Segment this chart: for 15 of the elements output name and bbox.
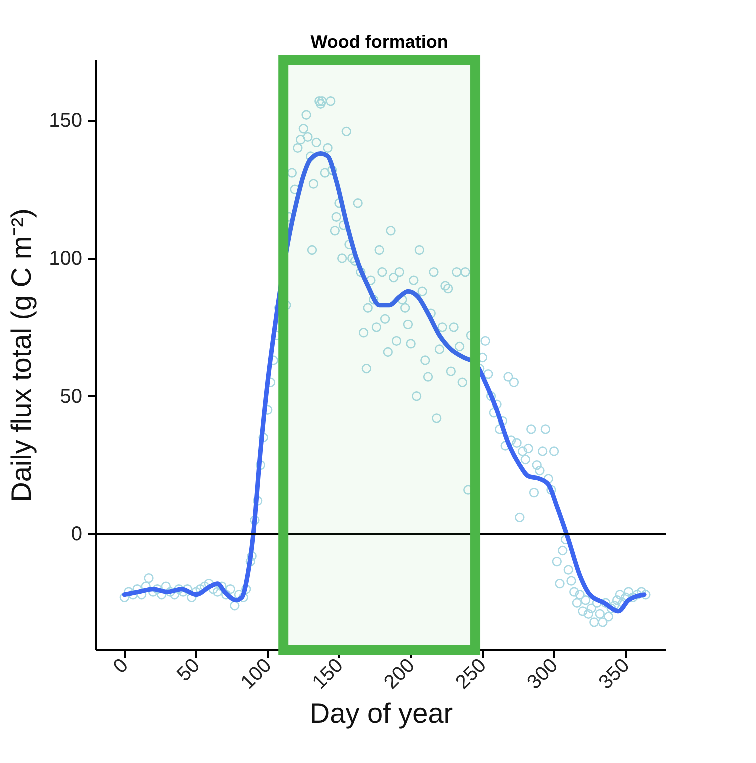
x-tick-label: 350 — [595, 654, 634, 694]
y-axis-title: Daily flux total (g C m⁻²) — [6, 208, 38, 502]
x-tick-label: 250 — [452, 654, 491, 694]
x-axis-title: Day of year — [310, 698, 454, 730]
x-tick-label: 300 — [523, 654, 563, 694]
x-tick-label: 50 — [173, 654, 205, 686]
y-tick-label: 50 — [60, 386, 82, 408]
x-tick-label: 150 — [308, 654, 348, 694]
x-tick-label: 200 — [380, 654, 420, 694]
y-tick-label: 100 — [49, 248, 82, 270]
y-tick-label: 0 — [71, 524, 82, 546]
y-tick-label: 150 — [49, 110, 82, 132]
band-label: Wood formation — [310, 32, 448, 52]
x-tick-label: 100 — [236, 654, 276, 694]
x-tick-label: 0 — [110, 654, 133, 678]
